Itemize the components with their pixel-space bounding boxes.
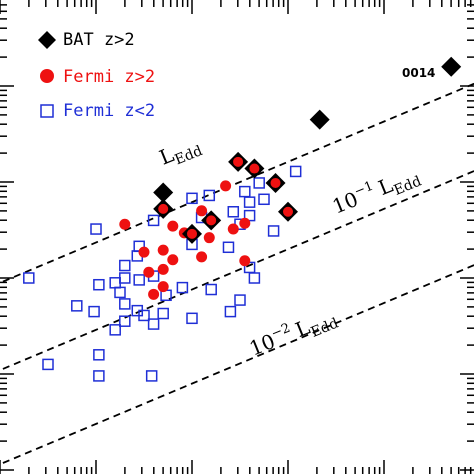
point-fermi-high-overlay bbox=[283, 206, 293, 217]
point-annotation-0014: 0014 bbox=[402, 66, 435, 80]
point-fermi-high bbox=[167, 254, 179, 266]
point-fermi-high bbox=[157, 244, 169, 256]
point-fermi-high-overlay bbox=[249, 163, 260, 174]
point-fermi-low bbox=[157, 307, 169, 320]
point-fermi-low bbox=[243, 196, 256, 208]
point-fermi-high-overlay bbox=[187, 228, 197, 239]
point-fermi-high bbox=[148, 288, 160, 300]
legend-marker-circle bbox=[40, 69, 54, 83]
point-fermi-low bbox=[258, 193, 270, 206]
point-fermi-low bbox=[205, 283, 217, 296]
point-fermi-high bbox=[138, 246, 150, 258]
point-bat bbox=[309, 109, 330, 130]
point-fermi-low bbox=[119, 315, 131, 327]
line-label-exponent: −1 bbox=[352, 179, 375, 200]
point-fermi-high bbox=[119, 218, 131, 230]
point-fermi-low bbox=[267, 225, 280, 237]
point-fermi-low bbox=[234, 294, 246, 306]
point-fermi-high bbox=[167, 220, 179, 232]
reference-line-hundredth-eddington bbox=[0, 264, 474, 466]
point-fermi-low bbox=[186, 192, 198, 205]
point-fermi-low bbox=[93, 370, 105, 382]
point-fermi-low bbox=[90, 223, 102, 235]
point-fermi-low bbox=[42, 358, 54, 371]
point-fermi-high bbox=[227, 223, 239, 235]
point-fermi-low bbox=[186, 312, 198, 325]
point-fermi-low bbox=[88, 305, 100, 318]
point-fermi-low bbox=[119, 298, 131, 310]
legend-label-fermi-high: Fermi z>2 bbox=[63, 67, 155, 87]
point-fermi-low bbox=[176, 281, 189, 294]
point-fermi-low bbox=[147, 214, 160, 227]
point-fermi-low bbox=[222, 241, 235, 254]
point-fermi-high bbox=[196, 251, 208, 263]
legend-label-fermi-low: Fermi z<2 bbox=[63, 101, 155, 121]
point-fermi-low bbox=[71, 300, 83, 312]
point-fermi-low bbox=[203, 189, 216, 202]
data-points bbox=[23, 56, 462, 382]
point-fermi-low bbox=[133, 274, 145, 286]
point-fermi-low bbox=[253, 177, 265, 189]
point-fermi-low bbox=[93, 278, 105, 291]
point-fermi-low bbox=[227, 206, 240, 218]
point-fermi-high-overlay bbox=[270, 177, 281, 188]
reference-line-tenth-eddington bbox=[0, 170, 474, 372]
point-fermi-low bbox=[119, 259, 131, 272]
point-fermi-high bbox=[239, 217, 251, 229]
legend-marker-diamond bbox=[38, 31, 56, 49]
point-fermi-high bbox=[239, 255, 251, 267]
point-bat bbox=[153, 182, 174, 203]
point-fermi-low bbox=[114, 286, 126, 299]
point-fermi-low bbox=[138, 309, 150, 322]
point-fermi-low bbox=[145, 370, 158, 382]
reference-line-eddington bbox=[0, 82, 474, 284]
point-fermi-high bbox=[220, 180, 232, 192]
point-fermi-high-overlay bbox=[233, 156, 244, 167]
point-bat bbox=[441, 56, 462, 77]
point-fermi-high bbox=[157, 263, 169, 275]
legend: BAT z>2 Fermi z>2 Fermi z<2 bbox=[38, 30, 155, 121]
legend-item-bat: BAT z>2 bbox=[38, 30, 135, 50]
reference-lines bbox=[0, 82, 474, 466]
point-fermi-low bbox=[147, 318, 160, 330]
point-fermi-low bbox=[289, 165, 302, 178]
point-fermi-low bbox=[93, 349, 105, 361]
legend-item-fermi-high: Fermi z>2 bbox=[40, 67, 155, 87]
line-label-exponent: −2 bbox=[269, 321, 292, 342]
legend-item-fermi-low: Fermi z<2 bbox=[40, 101, 155, 121]
point-fermi-low bbox=[224, 305, 237, 318]
point-fermi-high-overlay bbox=[206, 215, 217, 226]
point-fermi-high bbox=[143, 266, 155, 278]
point-fermi-high bbox=[157, 281, 169, 293]
point-fermi-high bbox=[196, 205, 208, 217]
point-fermi-low bbox=[248, 272, 261, 284]
point-fermi-high-overlay bbox=[158, 203, 169, 214]
legend-marker-square bbox=[40, 104, 54, 118]
legend-label-bat: BAT z>2 bbox=[63, 30, 135, 50]
point-fermi-low bbox=[109, 324, 121, 336]
point-fermi-low bbox=[23, 272, 35, 284]
point-fermi-high bbox=[203, 232, 215, 244]
